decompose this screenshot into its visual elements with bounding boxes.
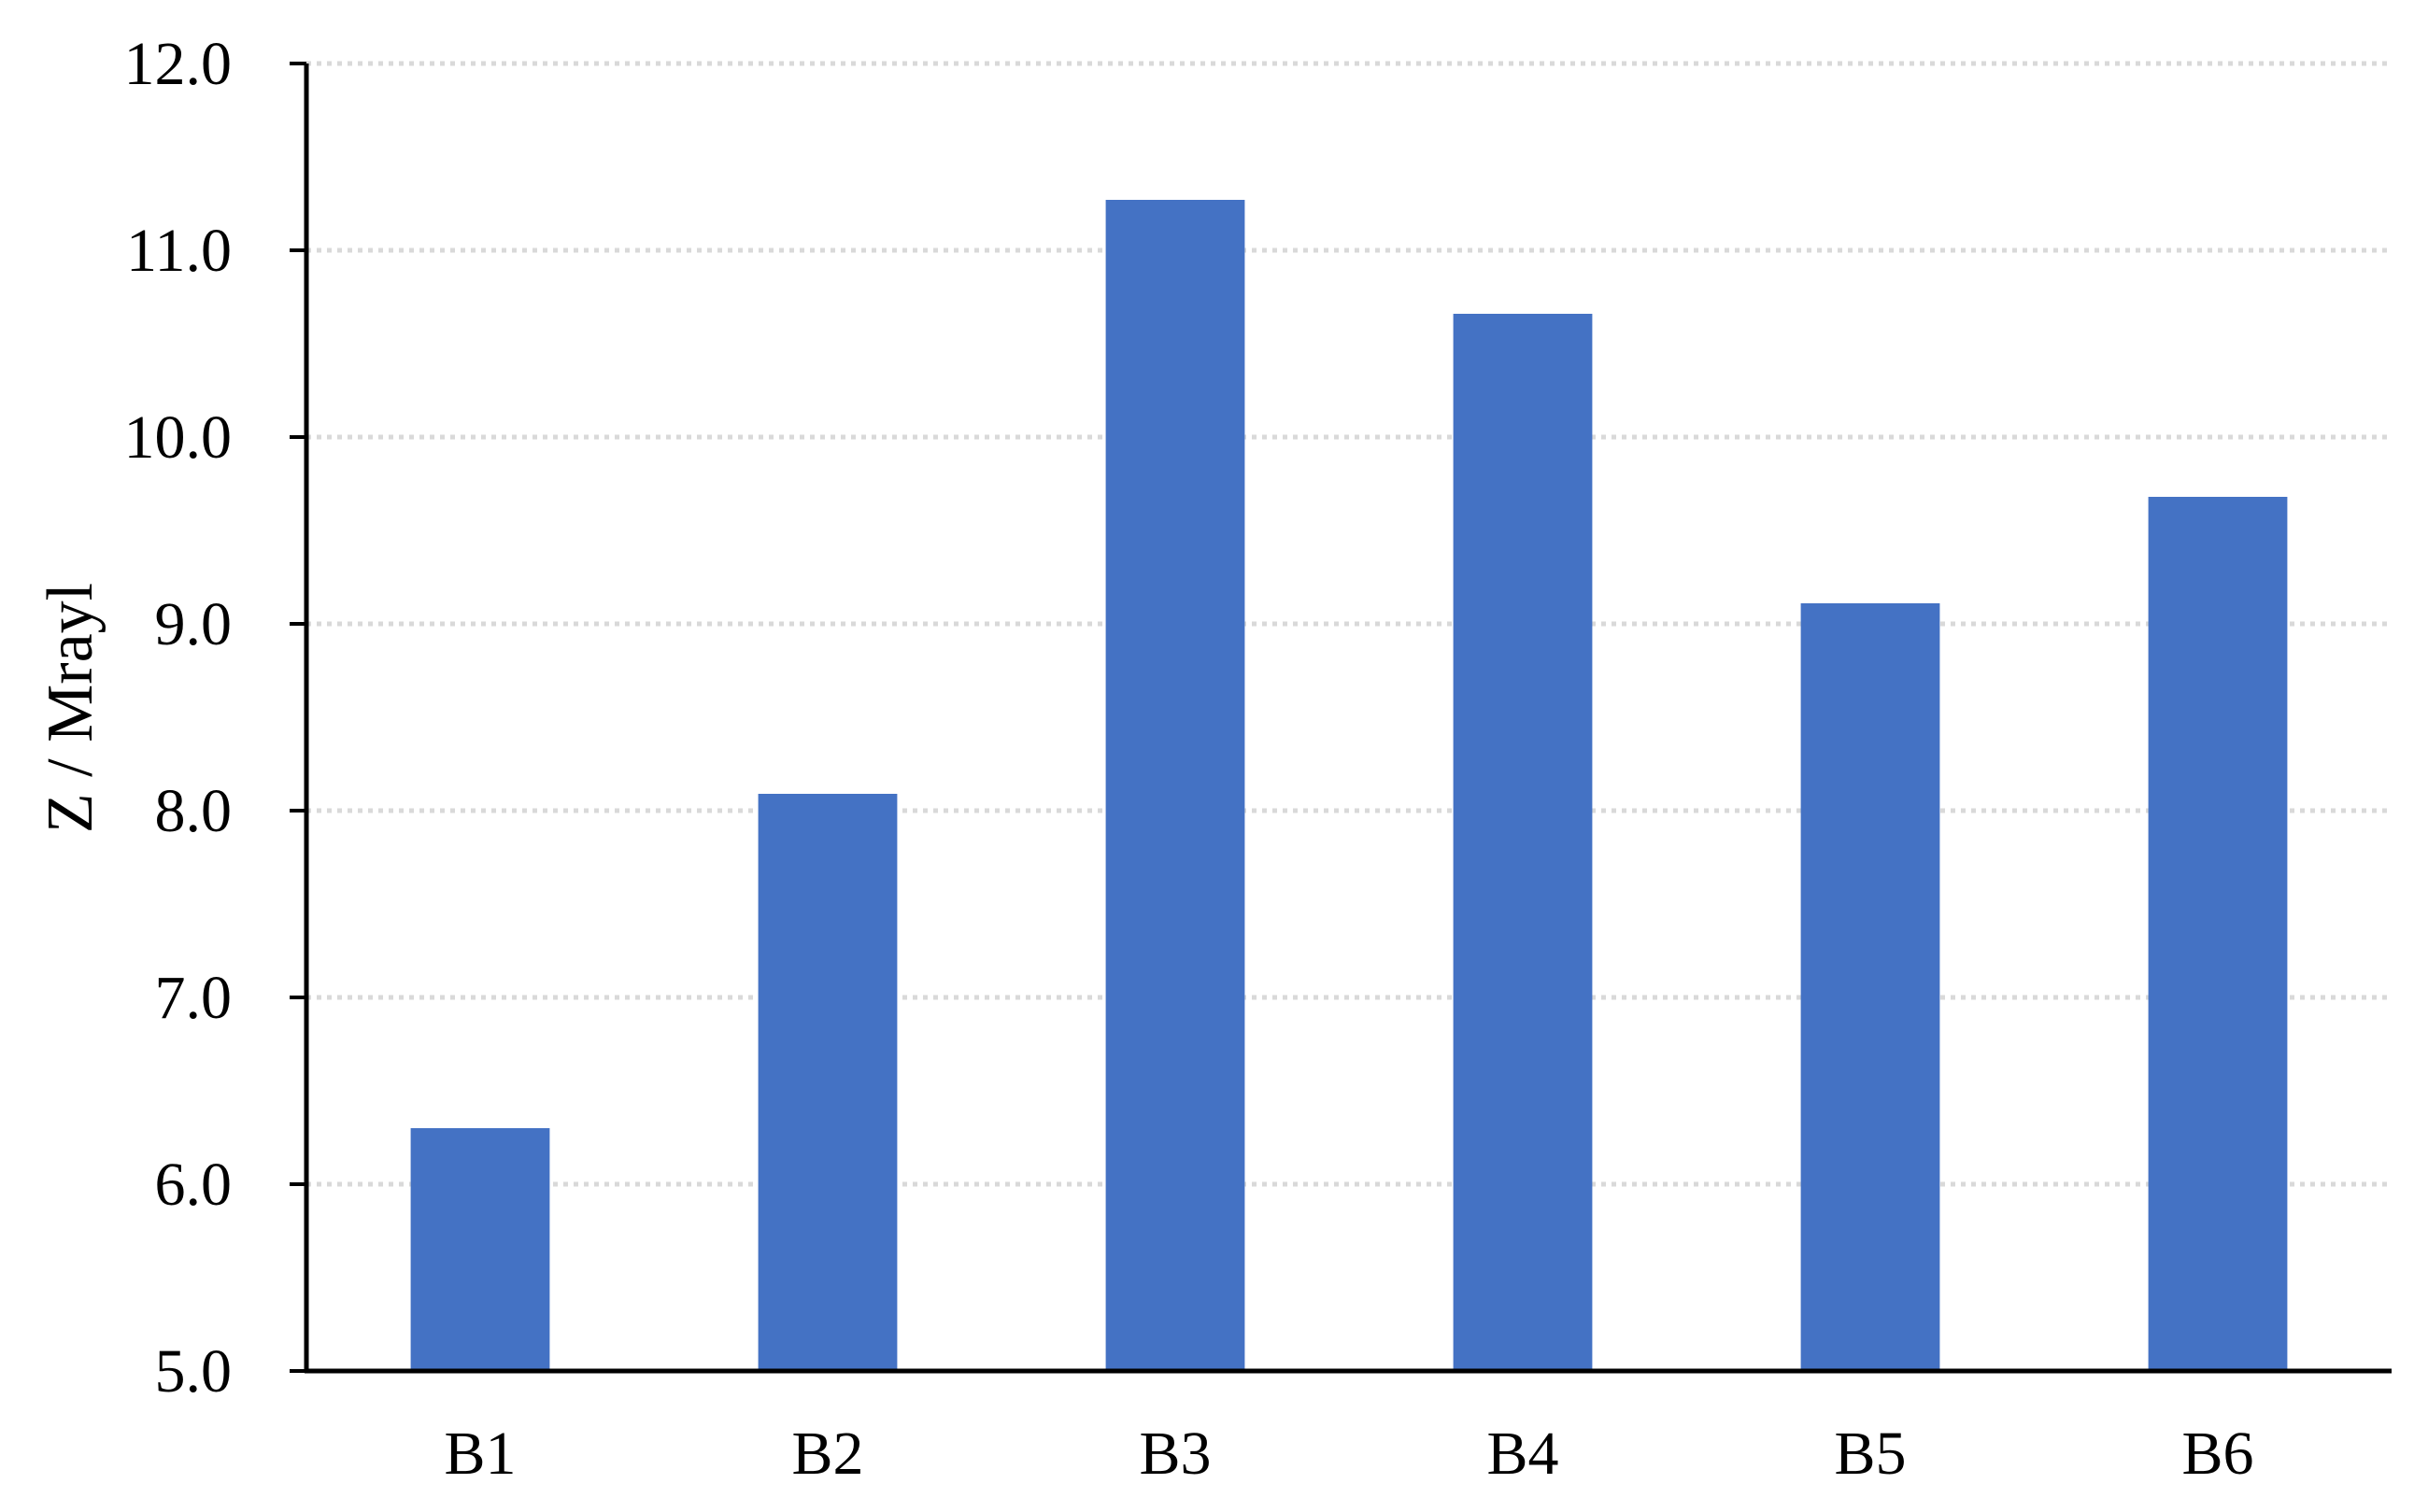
- axes: [304, 64, 2392, 1374]
- y-tick-label: 11.0: [126, 217, 232, 285]
- x-tick-labels: B1 B2 B3 B4 B5 B6: [444, 1420, 2253, 1488]
- bar-b5: [1800, 603, 1940, 1371]
- bar-b3: [1105, 200, 1245, 1371]
- x-tick-label: B4: [1486, 1420, 1558, 1488]
- bars: [410, 200, 2288, 1371]
- y-tick-label: 5.0: [155, 1337, 233, 1406]
- x-tick-label: B3: [1139, 1420, 1211, 1488]
- y-tick-labels: 5.0 6.0 7.0 8.0 9.0 10.0 11.0 12.0: [124, 30, 306, 1406]
- y-tick-label: 10.0: [124, 403, 233, 472]
- y-axis-title: Z / Mrayl: [35, 583, 106, 833]
- bar-b4: [1453, 314, 1593, 1371]
- bar-b1: [410, 1128, 550, 1371]
- bar-b6: [2148, 497, 2288, 1371]
- y-tick-label: 12.0: [124, 30, 233, 98]
- y-tick-label: 8.0: [155, 777, 233, 845]
- y-tick-label: 6.0: [155, 1151, 233, 1219]
- x-tick-label: B1: [444, 1420, 516, 1488]
- x-tick-label: B2: [791, 1420, 863, 1488]
- y-tick-label: 7.0: [155, 964, 233, 1032]
- gridlines: [306, 61, 2392, 1187]
- x-tick-label: B6: [2181, 1420, 2253, 1488]
- bar-b2: [758, 794, 898, 1371]
- x-tick-label: B5: [1834, 1420, 1906, 1488]
- y-tick-label: 9.0: [155, 590, 233, 658]
